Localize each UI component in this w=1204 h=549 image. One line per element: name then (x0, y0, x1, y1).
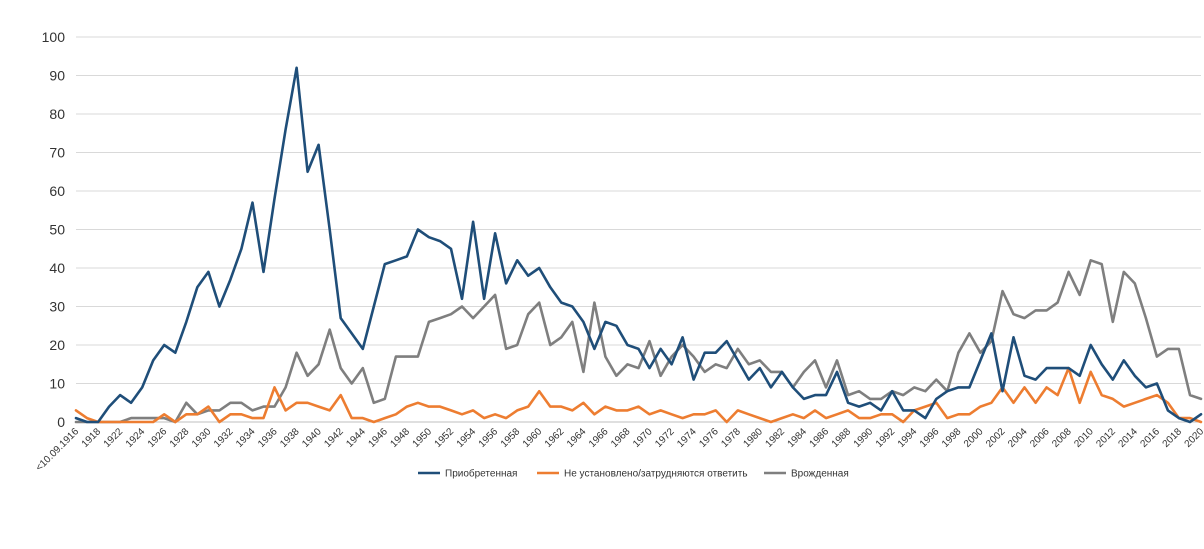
y-tick-label: 0 (57, 414, 65, 430)
x-tick-label: 1974 (675, 426, 699, 450)
x-tick-label: 1946 (366, 426, 390, 450)
x-tick-label: 2008 (1050, 426, 1074, 450)
x-tick-label: 1998 (940, 426, 964, 450)
x-tick-label: 2000 (962, 426, 986, 450)
legend-label: Приобретенная (445, 468, 517, 480)
y-tick-label: 40 (49, 260, 65, 276)
y-axis-ticks: 0 10 20 30 40 50 60 70 80 90 100 (42, 29, 66, 430)
x-tick-label: 1990 (852, 426, 876, 450)
x-tick-label: 1918 (80, 426, 104, 450)
x-tick-label: 2002 (984, 426, 1008, 450)
x-tick-label: 1970 (631, 426, 655, 450)
x-tick-label: 1952 (433, 426, 457, 450)
x-tick-label: 1982 (763, 426, 787, 450)
x-tick-label: 1958 (499, 426, 523, 450)
x-tick-label: 2006 (1028, 426, 1052, 450)
legend-label: Не установлено/затрудняются ответить (564, 469, 748, 480)
x-tick-label: 1986 (808, 426, 832, 450)
y-tick-label: 10 (49, 376, 65, 392)
x-tick-label: 1932 (212, 426, 236, 450)
x-tick-label: 1984 (786, 426, 810, 450)
x-tick-label: 1938 (278, 426, 302, 450)
y-tick-label: 70 (49, 145, 65, 161)
x-tick-label: <10.09.1916 (34, 426, 82, 474)
x-tick-label: 1996 (918, 426, 942, 450)
y-tick-label: 20 (49, 337, 65, 353)
x-tick-label: 1976 (697, 426, 721, 450)
x-tick-label: 2016 (1138, 426, 1162, 450)
x-tick-label: 2012 (1094, 426, 1118, 450)
x-tick-label: 2018 (1161, 426, 1185, 450)
x-tick-label: 1928 (168, 426, 192, 450)
x-tick-label: 1950 (411, 426, 435, 450)
series-lines (74, 66, 1203, 424)
x-tick-label: 1924 (124, 426, 148, 450)
x-tick-label: 1930 (190, 426, 214, 450)
x-tick-label: 1940 (300, 426, 324, 450)
x-tick-label: 1964 (565, 426, 589, 450)
y-tick-label: 60 (49, 183, 65, 199)
x-tick-label: 1988 (830, 426, 854, 450)
legend: Приобретенная Не установлено/затрудняются… (418, 468, 849, 480)
x-tick-label: 2010 (1072, 426, 1096, 450)
x-tick-label: 1978 (719, 426, 743, 450)
x-tick-label: 2004 (1006, 426, 1030, 450)
x-tick-label: 1934 (234, 426, 258, 450)
x-tick-label: 1954 (455, 426, 479, 450)
y-tick-label: 80 (49, 106, 65, 122)
x-tick-label: 1922 (102, 426, 126, 450)
x-tick-label: 1980 (741, 426, 765, 450)
y-tick-label: 90 (49, 68, 65, 84)
x-tick-label: 1956 (477, 426, 501, 450)
x-tick-label: 2020 (1183, 426, 1204, 450)
x-tick-label: 1972 (653, 426, 677, 450)
series-line-2 (74, 258, 1203, 424)
x-tick-label: 1994 (896, 426, 920, 450)
y-tick-label: 30 (49, 299, 65, 315)
x-tick-label: 1968 (609, 426, 633, 450)
x-tick-label: 1944 (344, 426, 368, 450)
x-tick-label: 1942 (322, 426, 346, 450)
y-tick-label: 100 (42, 29, 66, 45)
x-tick-label: 1936 (256, 426, 280, 450)
y-tick-label: 50 (49, 222, 65, 238)
x-axis-ticks: <10.09.191619181922192419261928193019321… (34, 426, 1204, 474)
legend-label: Врожденная (791, 469, 849, 480)
x-tick-label: 1960 (521, 426, 545, 450)
x-tick-label: 1962 (543, 426, 567, 450)
x-tick-label: 2014 (1116, 426, 1140, 450)
x-tick-label: 1966 (587, 426, 611, 450)
x-tick-label: 1926 (146, 426, 170, 450)
gridlines (76, 36, 1201, 384)
series-line-1 (74, 366, 1203, 424)
series-line-0 (74, 66, 1203, 424)
x-tick-label: 1992 (874, 426, 898, 450)
x-tick-label: 1948 (388, 426, 412, 450)
